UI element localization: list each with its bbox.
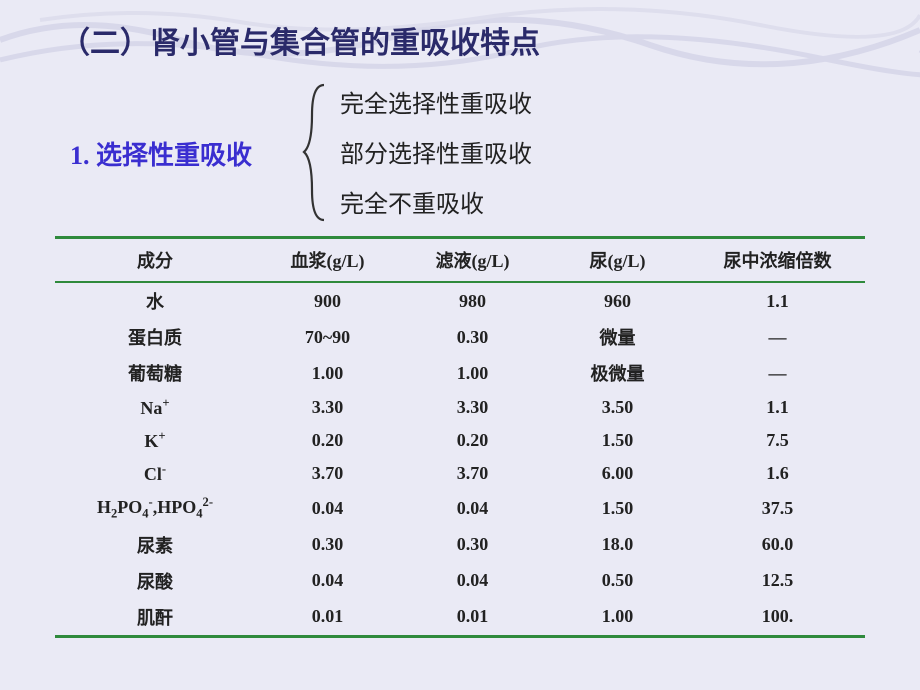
option-a: 完全选择性重吸收 — [340, 80, 532, 130]
cell-component: 葡萄糖 — [55, 355, 255, 391]
cell-plasma: 3.70 — [255, 457, 400, 490]
cell-urine: 6.00 — [545, 457, 690, 490]
option-c: 完全不重吸收 — [340, 180, 532, 230]
cell-filtrate: 0.30 — [400, 319, 545, 355]
cell-plasma: 0.04 — [255, 490, 400, 527]
cell-factor: 37.5 — [690, 490, 865, 527]
cell-filtrate: 3.30 — [400, 391, 545, 424]
cell-plasma: 0.20 — [255, 424, 400, 457]
cell-urine: 960 — [545, 282, 690, 319]
cell-filtrate: 0.04 — [400, 490, 545, 527]
cell-component: 肌酐 — [55, 599, 255, 637]
cell-component: H2PO4-,HPO42- — [55, 490, 255, 527]
cell-plasma: 0.30 — [255, 527, 400, 563]
cell-filtrate: 0.20 — [400, 424, 545, 457]
cell-filtrate: 3.70 — [400, 457, 545, 490]
cell-component: 尿酸 — [55, 563, 255, 599]
col-header-plasma: 血浆(g/L) — [255, 238, 400, 283]
cell-plasma: 900 — [255, 282, 400, 319]
cell-urine: 18.0 — [545, 527, 690, 563]
table-row: K+0.200.201.507.5 — [55, 424, 865, 457]
section-label: 1. 选择性重吸收 — [70, 135, 252, 172]
cell-urine: 1.00 — [545, 599, 690, 637]
cell-plasma: 0.01 — [255, 599, 400, 637]
cell-urine: 1.50 — [545, 424, 690, 457]
col-header-filtrate: 滤液(g/L) — [400, 238, 545, 283]
cell-urine: 微量 — [545, 319, 690, 355]
cell-component: 尿素 — [55, 527, 255, 563]
cell-factor: 12.5 — [690, 563, 865, 599]
col-header-component: 成分 — [55, 238, 255, 283]
table-body: 水9009809601.1蛋白质70~900.30微量—葡萄糖1.001.00极… — [55, 282, 865, 636]
cell-factor: 7.5 — [690, 424, 865, 457]
table-row: Cl-3.703.706.001.6 — [55, 457, 865, 490]
cell-factor: 1.6 — [690, 457, 865, 490]
cell-plasma: 70~90 — [255, 319, 400, 355]
cell-filtrate: 980 — [400, 282, 545, 319]
cell-filtrate: 0.04 — [400, 563, 545, 599]
cell-plasma: 1.00 — [255, 355, 400, 391]
cell-factor: 1.1 — [690, 391, 865, 424]
table-row: H2PO4-,HPO42-0.040.041.5037.5 — [55, 490, 865, 527]
cell-component: Na+ — [55, 391, 255, 424]
table-row: 蛋白质70~900.30微量— — [55, 319, 865, 355]
cell-factor: 60.0 — [690, 527, 865, 563]
cell-filtrate: 0.30 — [400, 527, 545, 563]
table-row: Na+3.303.303.501.1 — [55, 391, 865, 424]
option-b: 部分选择性重吸收 — [340, 130, 532, 180]
option-list: 完全选择性重吸收 部分选择性重吸收 完全不重吸收 — [340, 80, 532, 230]
cell-component: K+ — [55, 424, 255, 457]
cell-factor: — — [690, 355, 865, 391]
table-row: 尿素0.300.3018.060.0 — [55, 527, 865, 563]
cell-filtrate: 0.01 — [400, 599, 545, 637]
cell-component: 蛋白质 — [55, 319, 255, 355]
reabsorption-table-wrap: 成分 血浆(g/L) 滤液(g/L) 尿(g/L) 尿中浓缩倍数 水900980… — [55, 236, 865, 638]
cell-factor: 100. — [690, 599, 865, 637]
table-row: 肌酐0.010.011.00100. — [55, 599, 865, 637]
cell-plasma: 0.04 — [255, 563, 400, 599]
cell-urine: 3.50 — [545, 391, 690, 424]
table-header-row: 成分 血浆(g/L) 滤液(g/L) 尿(g/L) 尿中浓缩倍数 — [55, 238, 865, 283]
table-row: 尿酸0.040.040.5012.5 — [55, 563, 865, 599]
cell-plasma: 3.30 — [255, 391, 400, 424]
table-row: 葡萄糖1.001.00极微量— — [55, 355, 865, 391]
cell-component: Cl- — [55, 457, 255, 490]
col-header-urine: 尿(g/L) — [545, 238, 690, 283]
slide-title: （二）肾小管与集合管的重吸收特点 — [0, 0, 920, 72]
table-row: 水9009809601.1 — [55, 282, 865, 319]
cell-filtrate: 1.00 — [400, 355, 545, 391]
section-block: 1. 选择性重吸收 完全选择性重吸收 部分选择性重吸收 完全不重吸收 — [70, 80, 920, 230]
cell-factor: 1.1 — [690, 282, 865, 319]
cell-component: 水 — [55, 282, 255, 319]
reabsorption-table: 成分 血浆(g/L) 滤液(g/L) 尿(g/L) 尿中浓缩倍数 水900980… — [55, 236, 865, 638]
col-header-factor: 尿中浓缩倍数 — [690, 238, 865, 283]
cell-urine: 1.50 — [545, 490, 690, 527]
cell-urine: 极微量 — [545, 355, 690, 391]
brace-icon — [302, 80, 332, 225]
cell-factor: — — [690, 319, 865, 355]
cell-urine: 0.50 — [545, 563, 690, 599]
